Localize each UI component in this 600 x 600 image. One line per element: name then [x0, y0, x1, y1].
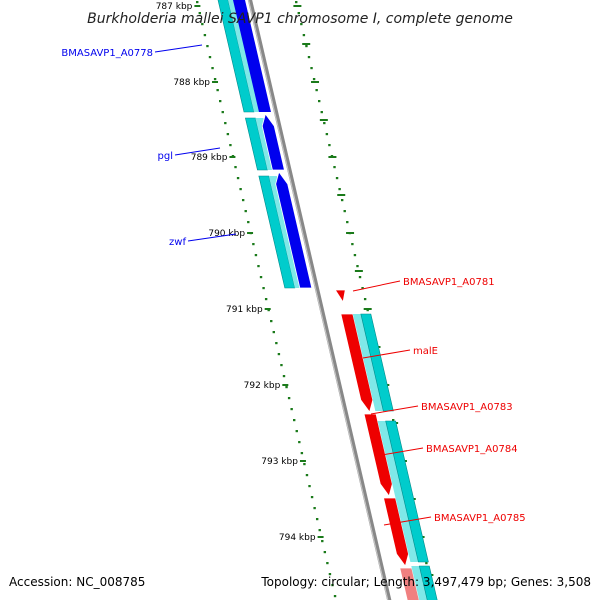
gene-label-left[interactable]: pgl — [158, 151, 173, 162]
cds-reverse-inner — [377, 421, 419, 562]
leader-line-left — [174, 147, 221, 156]
kbp-label: 793 kbp — [261, 457, 298, 467]
backbone-highlight — [248, 0, 389, 600]
kbp-label: 788 kbp — [173, 78, 210, 88]
cds-reverse-inner — [352, 314, 384, 411]
gene-label-right[interactable]: BMASAVP1_A0783 — [421, 402, 513, 413]
topology-text: Topology: circular; Length: 3,497,479 bp… — [260, 575, 591, 589]
cds-reverse-outer — [418, 565, 438, 600]
gene-forward-1 — [261, 113, 285, 171]
gene-forward-0 — [232, 0, 271, 112]
kbp-label: 794 kbp — [279, 533, 316, 543]
kbp-label: 789 kbp — [191, 153, 228, 163]
cds-reverse-outer — [385, 420, 429, 563]
leader-line-right — [383, 516, 432, 526]
leader-line-left — [154, 44, 203, 53]
gene-reverse-1 — [363, 413, 393, 497]
gene-reverse-0 — [340, 313, 374, 413]
gene-forward-2 — [275, 171, 313, 289]
leader-line-left — [187, 233, 237, 242]
kbp-label: 790 kbp — [208, 229, 245, 239]
kbp-label: 787 kbp — [156, 2, 193, 12]
backbone-track — [247, 0, 392, 600]
gene-reverse-2 — [383, 497, 409, 567]
gene-label-right[interactable]: BMASAVP1_A0784 — [426, 444, 518, 455]
leader-line-right — [352, 280, 401, 292]
gene-label-right[interactable]: BMASAVP1_A0785 — [434, 513, 526, 524]
leader-line-right — [375, 447, 424, 457]
gene-label-right[interactable]: malE — [413, 346, 438, 357]
gene-label-right[interactable]: BMASAVP1_A0781 — [403, 277, 495, 288]
feature-tracks — [217, 0, 438, 600]
cds-reverse-inner — [411, 566, 428, 600]
map-title: Burkholderia mallei SAVP1 chromosome I, … — [87, 11, 513, 27]
labels: 787 kbp 788 kbp 789 kbp 790 kbp 791 kbp 792 k… — [61, 2, 525, 543]
gene-reverse-small — [334, 289, 346, 304]
kbp-label: 791 kbp — [226, 305, 263, 315]
kbp-label: 792 kbp — [244, 381, 281, 391]
leader-line-right — [370, 405, 419, 415]
gene-label-left[interactable]: zwf — [169, 237, 186, 248]
accession-text: Accession: NC_008785 — [9, 575, 145, 589]
cds-reverse-outer — [360, 313, 394, 412]
gene-reverse-3 — [399, 567, 420, 600]
leader-line-right — [362, 349, 411, 359]
gene-label-left[interactable]: BMASAVP1_A0778 — [61, 48, 153, 59]
